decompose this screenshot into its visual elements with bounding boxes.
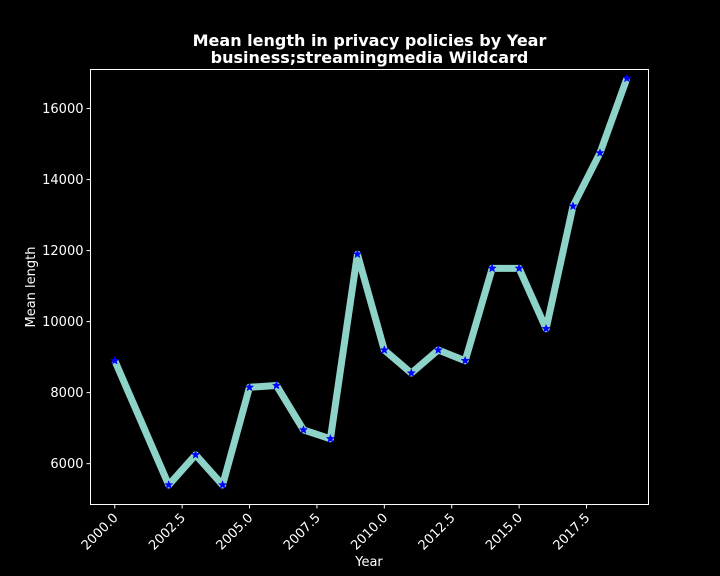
y-tick-label: 16000 — [42, 102, 83, 117]
y-tick-label: 12000 — [42, 244, 83, 259]
data-point-marker — [244, 382, 255, 392]
x-tick-label: 2005.0 — [214, 511, 257, 554]
y-tick-label: 6000 — [50, 457, 83, 472]
data-point-marker — [271, 380, 282, 390]
x-tick-label: 2015.0 — [483, 511, 526, 554]
x-axis-label: Year — [354, 555, 383, 570]
y-axis: 6000 8000 10000 12000 14000 16000 — [42, 102, 91, 472]
y-tick-label: 10000 — [42, 315, 83, 330]
data-point-marker — [352, 249, 363, 259]
x-tick-label: 2010.0 — [348, 511, 391, 554]
data-point-marker — [164, 480, 174, 489]
data-point-marker — [541, 323, 551, 333]
chart-subtitle: business;streamingmedia Wildcard — [211, 48, 529, 67]
data-point-marker — [514, 263, 524, 273]
y-tick-label: 8000 — [50, 386, 83, 401]
data-point-marker — [406, 368, 416, 378]
data-point-marker — [110, 355, 120, 365]
data-point-marker — [487, 263, 497, 273]
x-tick-label: 2012.5 — [416, 511, 459, 554]
data-point-marker — [568, 201, 578, 211]
data-point-marker — [298, 425, 309, 434]
data-point-marker — [190, 449, 201, 459]
data-point-marker — [379, 345, 389, 354]
chart-title: Mean length in privacy policies by Year — [193, 31, 547, 50]
y-tick-label: 14000 — [42, 173, 83, 188]
data-point-marker — [325, 433, 336, 443]
x-axis: 2000.0 2002.5 2005.0 2007.5 2010.0 2012.5 2015… — [79, 504, 594, 554]
data-point-marker — [460, 355, 470, 365]
plot-area — [110, 73, 632, 489]
data-point-marker — [622, 73, 632, 83]
x-tick-label: 2017.5 — [551, 511, 594, 554]
data-point-marker — [433, 345, 443, 354]
x-tick-label: 2007.5 — [281, 511, 324, 554]
data-point-marker — [595, 148, 605, 157]
x-tick-label: 2002.5 — [146, 511, 189, 554]
plot-frame — [90, 69, 649, 505]
x-tick-label: 2000.0 — [79, 511, 122, 554]
data-point-marker — [217, 480, 228, 489]
y-axis-label: Mean length — [24, 247, 39, 328]
series-line-0 — [111, 77, 631, 489]
